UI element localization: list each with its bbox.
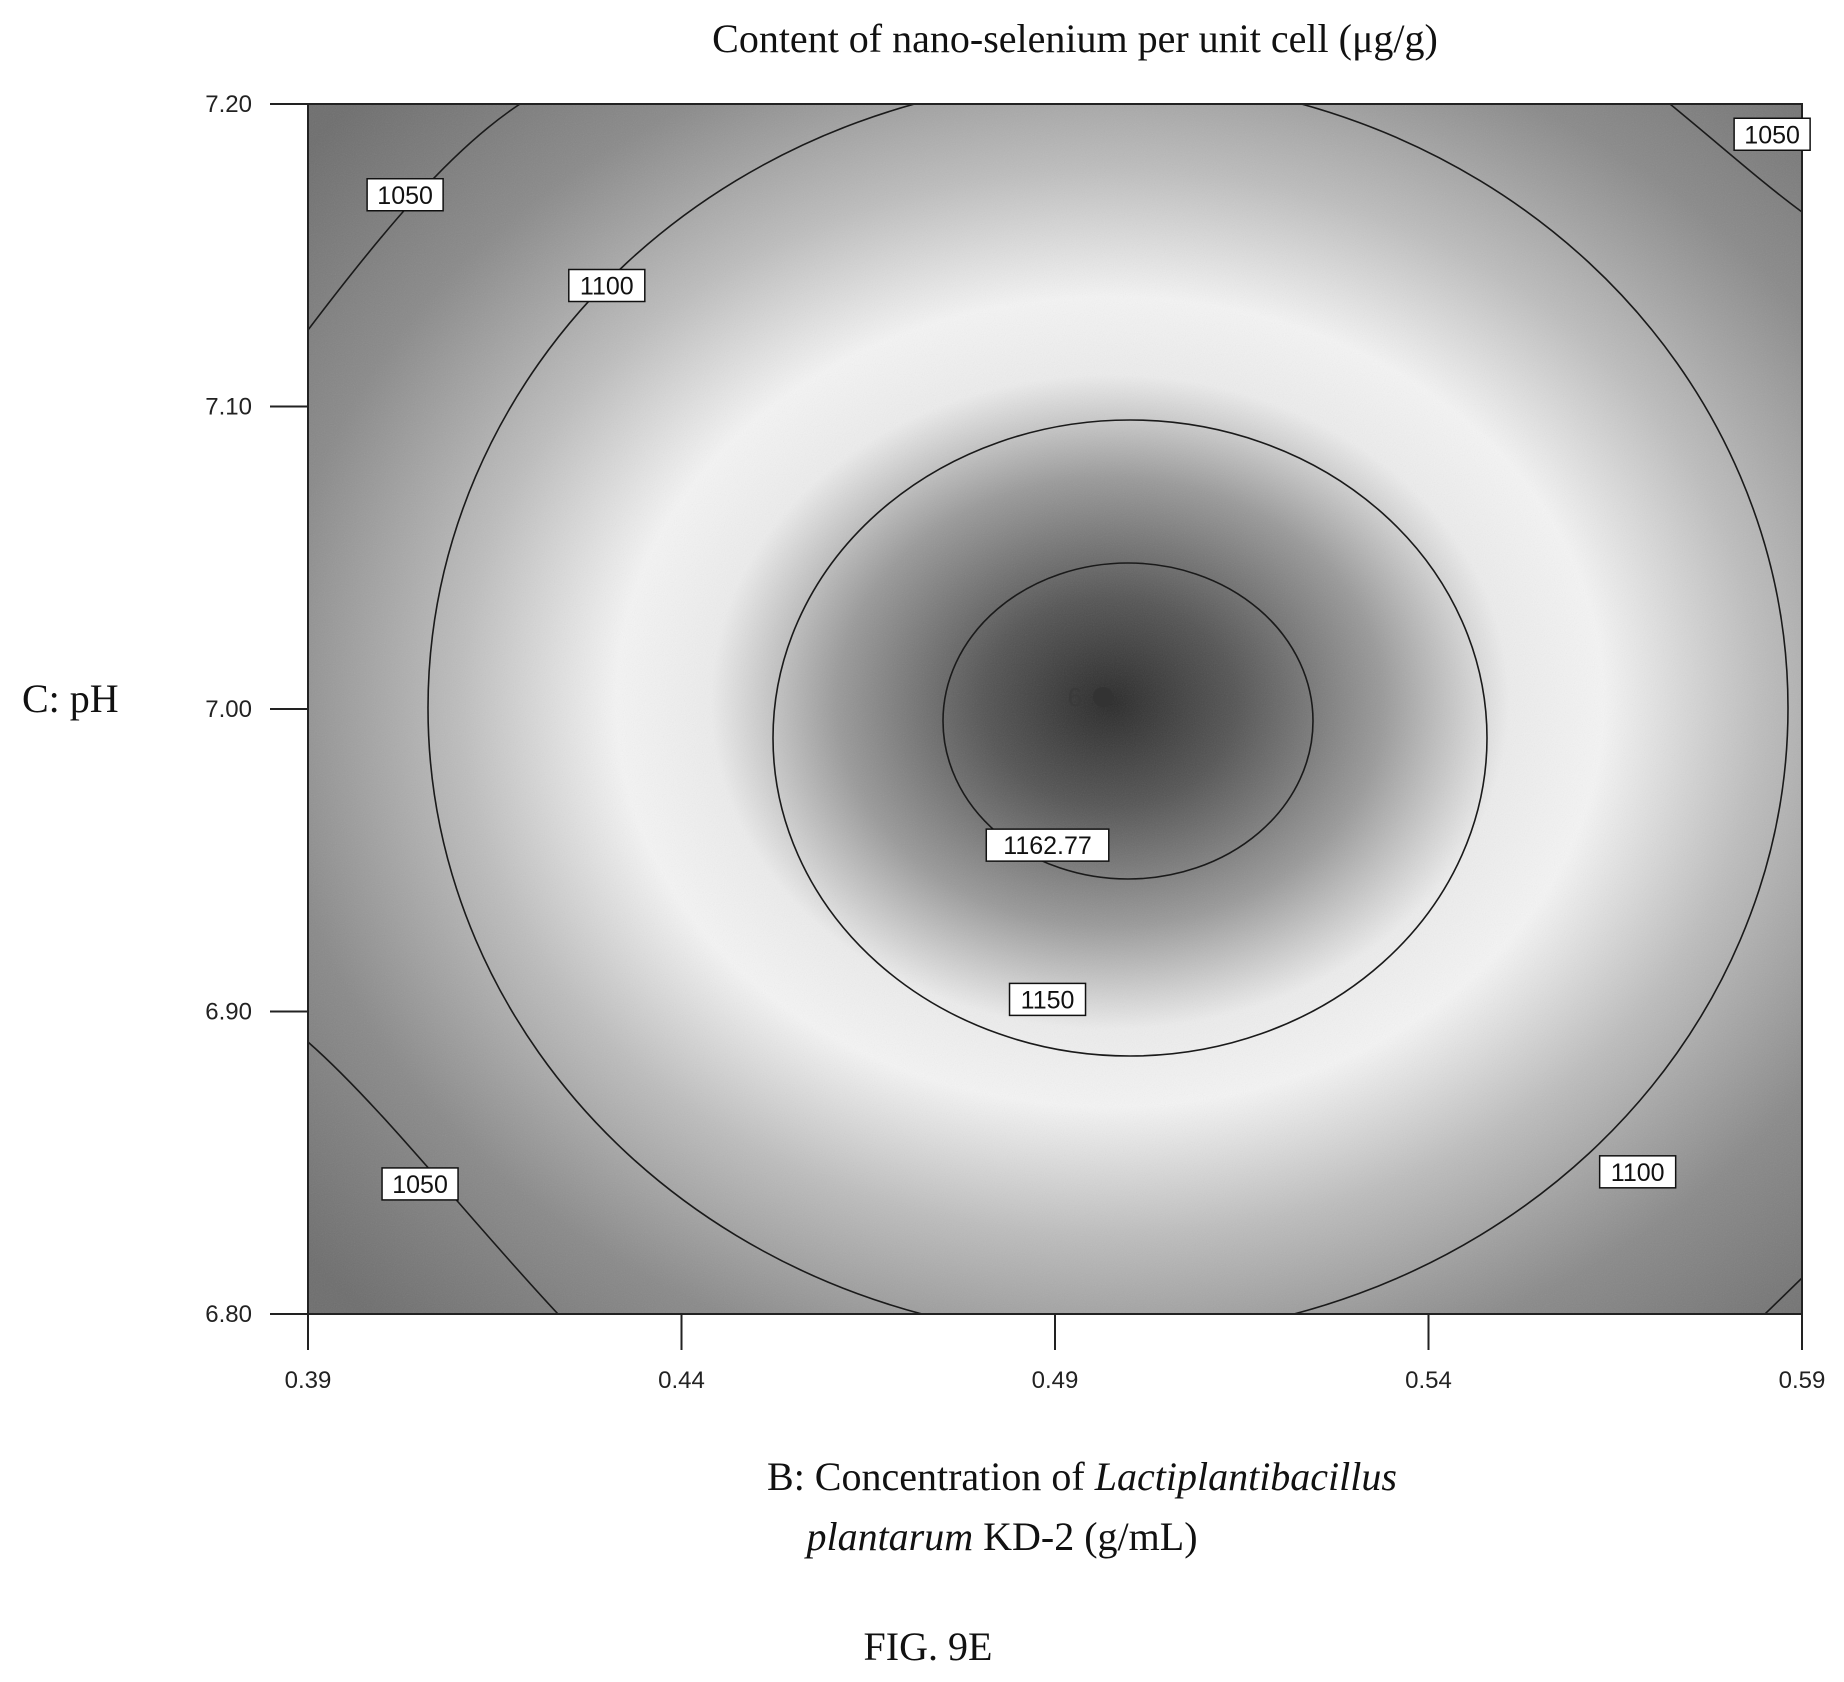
contour-label: 1100 (1598, 1155, 1677, 1189)
x-tick-label: 0.54 (1405, 1367, 1452, 1394)
contour-label: 1050 (1733, 117, 1811, 151)
design-point-marker (1093, 687, 1113, 707)
contour-label-box (381, 1167, 459, 1201)
contour-label-box (1008, 982, 1087, 1017)
figure-label: FIG. 9E (864, 1624, 993, 1669)
contour-label: 1050 (381, 1167, 459, 1201)
contour-label-box (1733, 117, 1811, 151)
contour-label-box (985, 828, 1110, 862)
chart-title: Content of nano-selenium per unit cell (… (712, 16, 1438, 61)
contour-label: 1162.77 (985, 828, 1110, 862)
contour-label-text: 1050 (377, 182, 433, 210)
contour-labels: 1050 1050 1100 1162.77 1150 1100 1050 (366, 117, 1811, 1201)
plot-area (308, 104, 1802, 1314)
x-axis-label-line1: B: Concentration of Lactiplantibacillus (767, 1454, 1397, 1499)
contour-line-1050-bottom-left (308, 1041, 559, 1314)
contour-label-text: 1050 (392, 1171, 448, 1199)
contour-label-text: 1100 (580, 273, 634, 301)
contour-label-text: 1150 (1021, 986, 1075, 1014)
contour-label-box (1598, 1155, 1677, 1189)
contour-label-text: 1050 (1744, 121, 1800, 149)
x-tick-label: 0.39 (285, 1367, 332, 1394)
contour-label: 1100 (568, 268, 646, 303)
contour-label-text: 1100 (1611, 1159, 1665, 1187)
design-point-count: 6 (1068, 682, 1082, 712)
x-tick-label: 0.44 (658, 1367, 705, 1394)
design-point: 6 (1068, 682, 1113, 712)
y-tick-label: 7.00 (205, 696, 252, 723)
x-tick-label: 0.49 (1032, 1367, 1079, 1394)
contour-line-1050-top-right (1669, 104, 1802, 213)
contour-label-text: 1162.77 (1003, 832, 1092, 860)
contour-label: 1050 (366, 178, 444, 212)
contour-label-box (568, 268, 646, 303)
x-axis: 0.39 0.44 0.49 0.54 0.59 (285, 1314, 1826, 1394)
y-tick-label: 6.80 (205, 1301, 252, 1328)
contour-label-box (366, 178, 444, 212)
contour-line-1050-bottom-right (1764, 1277, 1802, 1314)
y-tick-label: 6.90 (205, 999, 252, 1026)
contour-line-1150 (772, 419, 1488, 1057)
x-tick-label: 0.59 (1779, 1367, 1826, 1394)
contour-label: 1150 (1008, 982, 1087, 1017)
contour-line-1162-77 (942, 562, 1314, 880)
y-tick-label: 7.20 (205, 91, 252, 118)
y-tick-label: 7.10 (205, 394, 252, 421)
contour-line-1100 (427, 104, 1789, 1314)
surface-grain (308, 104, 1802, 1314)
y-axis-label: C: pH (22, 676, 119, 721)
x-axis-label-line2: plantarum KD-2 (g/mL) (803, 1514, 1197, 1559)
y-axis: 7.20 7.10 7.00 6.90 6.80 (205, 91, 308, 1328)
